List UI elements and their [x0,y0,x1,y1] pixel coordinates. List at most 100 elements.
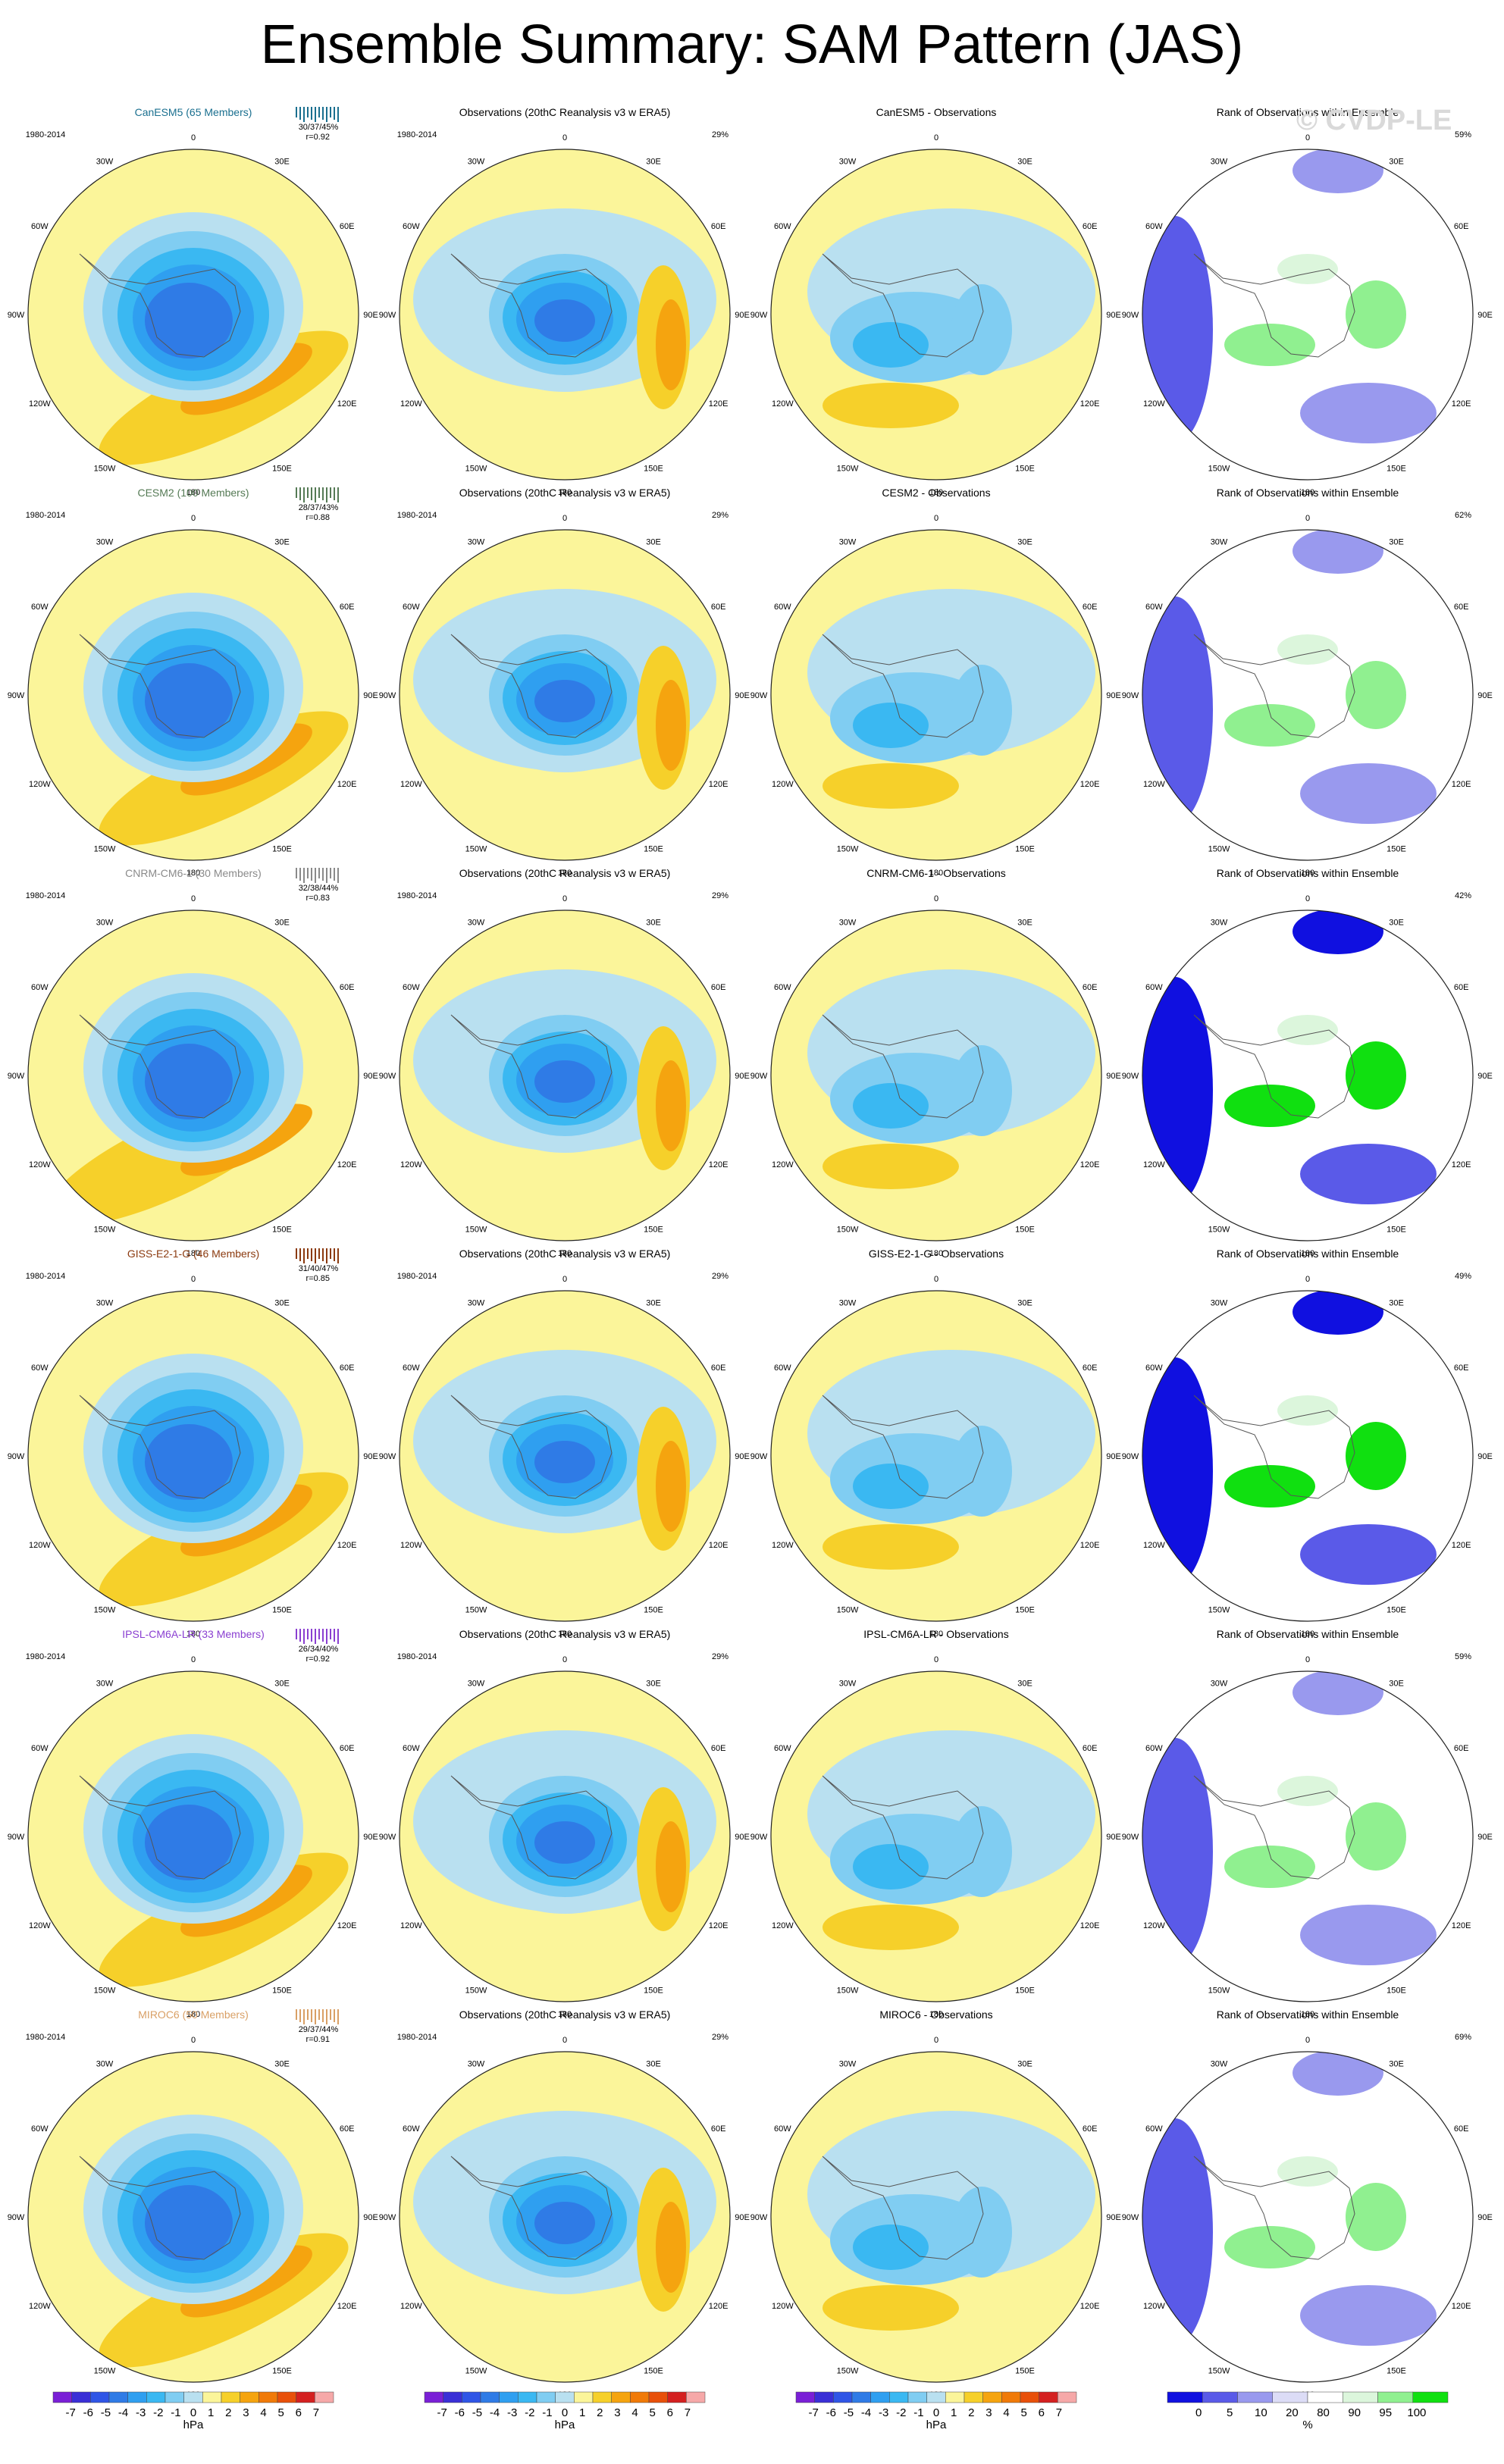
lon-label: 120W [772,1921,794,1930]
lon-label: 120W [29,399,51,409]
lon-label: 90W [8,1833,25,1842]
lon-label: 90E [1477,1833,1493,1842]
lon-label: 180 [929,488,943,497]
histogram-bar [307,868,309,878]
lon-label: 60W [1145,222,1163,231]
colorbar-tick: -5 [844,2406,854,2419]
colorbar-swatch [108,2391,128,2403]
colorbar-swatch [926,2391,946,2403]
map-panel: Rank of Observations within Ensemble 49% 0… [1122,1248,1493,1639]
map-panel: CESM2 (100 Members) 28/37/43%r=0.88 1980-2… [8,487,378,878]
lon-label: 150E [1015,2367,1035,2376]
lon-label: 90W [750,691,768,700]
lon-label: 180 [558,488,572,497]
coastline [1193,2156,1355,2260]
lon-label: 30W [1211,2059,1228,2068]
colorbar-swatch [127,2391,147,2403]
lon-label: 90E [363,1452,378,1461]
lon-label: 120E [1452,1921,1471,1930]
lon-label: 120E [1080,780,1100,789]
contour-region [1224,324,1315,366]
lon-label: 90E [1106,1833,1121,1842]
map-field [771,530,1101,860]
contour-region [1346,661,1406,729]
lon-label: 30E [1017,918,1032,927]
map-field [771,2052,1101,2382]
colorbar-swatch [258,2391,278,2403]
lon-label: 120E [1080,1160,1100,1169]
map-border [1142,529,1474,861]
period-label: 1980-2014 [397,2033,437,2042]
histogram-bar [322,868,324,881]
colorbar-tick: -3 [136,2406,146,2419]
lon-label: 120E [709,2302,728,2311]
lon-label: 30E [274,537,290,546]
contour-region [1300,1905,1437,1965]
lon-label: 120E [709,780,728,789]
histogram-bar [337,1248,339,1263]
lon-label: 60W [403,983,420,992]
lon-label: 180 [558,2010,572,2019]
histogram-bar [315,107,316,122]
lon-label: 30E [274,1679,290,1688]
lon-label: 180 [1301,2010,1314,2019]
lon-label: 60W [1145,2124,1163,2134]
correlation-label: r=0.91 [306,2035,331,2044]
lon-label: 150W [465,1987,487,1996]
lon-label: 150E [644,1226,663,1235]
histogram-bar [315,1248,316,1263]
histogram-bar [318,2009,320,2020]
lon-label: 60W [31,1363,49,1373]
lon-label: 0 [191,1275,196,1284]
contour-region [1300,763,1437,824]
colorbar-hpa-1: -7 -6 -5 -4 -3 -2 -1 0 1 2 3 4 5 6 7 hPa [52,2391,334,2431]
map-panel: CESM2 - Observations 0 30E 60E 90E 120E 150E 18… [750,487,1121,878]
lon-label: 60W [774,1744,791,1753]
colorbar-tick: -2 [525,2406,534,2419]
lon-label: 90W [1122,1072,1139,1081]
lon-label: 30E [1389,2059,1404,2068]
panel-title: GISS-E2-1-G (46 Members) [127,1248,259,1260]
colorbar-tick: 0 [562,2406,568,2419]
lon-label: 90W [379,1833,396,1842]
colorbar-swatch [296,2391,315,2403]
lon-label: 0 [191,2036,196,2045]
histogram-bar [303,1629,305,1644]
lon-label: 150E [272,1226,292,1235]
colorbar-swatch [964,2391,983,2403]
lon-label: 150E [1015,1226,1035,1235]
histogram-bar [299,1248,301,1261]
lon-label: 60W [1145,1744,1163,1753]
map-panel: Observations (20thC Reanalysis v3 w ERA5… [379,867,750,1258]
lon-label: 120E [1080,1921,1100,1930]
lon-label: 120E [709,1921,728,1930]
coastline [822,2156,984,2260]
lon-label: 120E [709,1160,728,1169]
lon-label: 30E [646,1679,661,1688]
map-field [771,149,1101,480]
histogram-bar [299,868,301,881]
contour-region [534,1060,595,1103]
lon-label: 90W [750,2213,768,2222]
colorbar-swatch [480,2391,500,2403]
coastline [450,634,613,738]
colorbar-swatch [870,2391,890,2403]
lon-label: 60E [1454,2124,1469,2134]
lon-label: 60E [711,1744,726,1753]
lon-label: 60W [403,603,420,612]
lon-label: 90E [1477,2213,1493,2222]
lon-label: 60E [1083,983,1098,992]
colorbar-tick: -7 [65,2406,75,2419]
histogram-bar [307,487,309,498]
map-field [28,2052,359,2382]
histogram-bar [299,487,301,500]
lon-label: 120E [1452,1541,1471,1550]
lon-label: 150E [272,845,292,854]
lon-label: 120E [337,399,357,409]
lon-label: 0 [934,2036,938,2045]
contour-region [1346,1802,1406,1871]
contour-region [951,2187,1012,2278]
coastline [79,1775,241,1880]
contour-region [145,663,233,739]
map-border [27,1670,359,2002]
